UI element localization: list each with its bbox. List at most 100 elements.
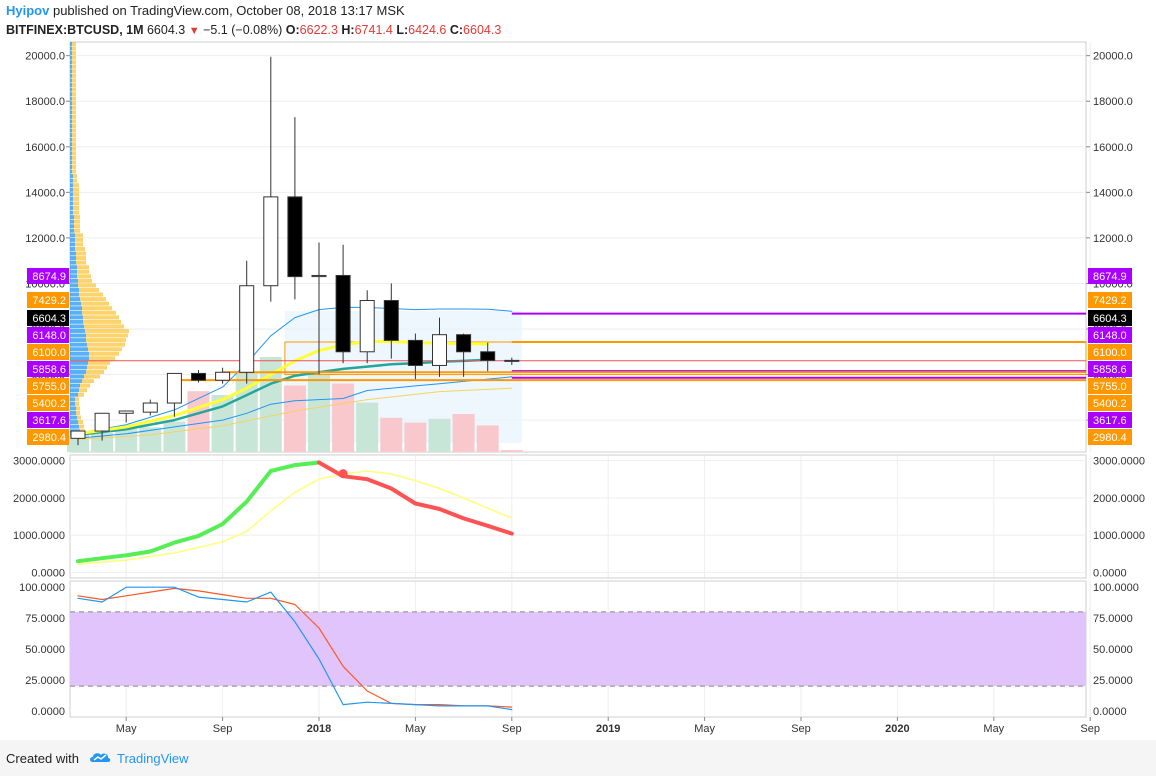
stochastic-pane: 100.0000 100.0000 75.0000 75.0000 50.0000 50.… [19, 580, 1139, 718]
volume-profile-buy-bar [70, 342, 87, 347]
level-label-left: 6604.3 [32, 313, 66, 325]
volume-profile-buy-bar [70, 424, 79, 429]
volume-profile-buy-bar [70, 310, 82, 315]
level-badge-left [27, 429, 69, 445]
volume-profile-buy-bar [70, 411, 76, 415]
volume-profile-sell-bar [72, 73, 76, 78]
ema-blue-upper-line [77, 306, 513, 434]
candle-body [359, 300, 375, 353]
volume-profile-buy-bar [70, 324, 84, 329]
volume-profile-sell-bar [86, 333, 128, 338]
volume-profile-sell-bar [72, 96, 76, 101]
volume-bar [452, 414, 475, 452]
level-badge-right [1088, 310, 1132, 326]
candle-body [191, 372, 206, 381]
level-badge-right [1088, 429, 1132, 445]
y-tick-label-left: 20000.0 [25, 51, 65, 63]
volume-profile-sell-bar [79, 288, 99, 292]
volume-bar [283, 385, 306, 452]
level-badge-right [1088, 361, 1132, 377]
volume-profile-sell-bar [72, 169, 76, 174]
open-value: 6622.3 [299, 23, 338, 37]
volume-profile-sell-bar [78, 420, 83, 425]
volume-profile-buy-bar [70, 278, 78, 283]
chart-canvas[interactable]: 20000.0 20000.0 18000.0 18000.0 16000.0 16000… [0, 0, 1156, 740]
osc-tick-label-right: 3000.0000 [1093, 456, 1145, 468]
osc-tick-label-right: 0.0000 [1093, 567, 1127, 579]
tradingview-brand-link[interactable]: TradingView [117, 751, 189, 766]
volume-profile-sell-bar [86, 370, 104, 374]
candle-body [335, 274, 351, 353]
volume-profile-buy-bar [70, 297, 80, 302]
osc-tick-label-left: 2000.0000 [13, 493, 65, 505]
stoch-tick-label-right: 100.0000 [1093, 582, 1139, 594]
volume-profile-sell-bar [72, 146, 76, 151]
y-tick-label-right: 18000.0 [1093, 96, 1133, 108]
volume-profile-sell-bar [82, 310, 116, 315]
price-pane: 20000.0 20000.0 18000.0 18000.0 16000.0 16000… [25, 41, 1133, 453]
volume-profile-sell-bar [73, 210, 79, 215]
candle-body [166, 372, 182, 404]
volume-profile-sell-bar [72, 51, 76, 56]
time-axis: May Sep 2018 May Sep 2019 May Sep 2020 May Sep [70, 716, 1100, 735]
volume-bar [163, 421, 186, 452]
y-tick-label-right: 20000.0 [1093, 51, 1133, 63]
volume-profile-buy-bar [70, 169, 72, 174]
volume-profile-sell-bar [72, 78, 76, 83]
volume-profile-sell-bar [72, 110, 76, 115]
level-label-left: 7429.2 [32, 295, 66, 307]
volume-profile-sell-bar [72, 142, 76, 147]
created-with-label: Created with [6, 751, 79, 766]
ema-blue-lower-line [77, 376, 513, 439]
candle-body [215, 371, 231, 381]
level-label-right: 3617.6 [1093, 415, 1127, 427]
tradingview-cloud-icon[interactable] [88, 749, 112, 765]
volume-profile-buy-bar [70, 51, 72, 56]
symbol-name[interactable]: BITFINEX:BTCUSD, 1M [6, 23, 144, 37]
volume-profile-sell-bar [77, 274, 91, 279]
volume-profile-sell-bar [78, 278, 92, 283]
volume-profile-buy-bar [70, 274, 77, 279]
volume-profile-buy-bar [70, 83, 72, 87]
level-label-left: 5858.6 [32, 364, 66, 376]
volume-profile-sell-bar [75, 401, 79, 406]
candle-body [407, 339, 423, 366]
level-label-right: 5755.0 [1093, 381, 1127, 393]
close-value: 6604.3 [463, 23, 502, 37]
high-value: 6741.4 [354, 23, 393, 37]
level-label-left: 6100.0 [32, 347, 66, 359]
volume-profile-sell-bar [72, 69, 76, 74]
footer-bar: Created with TradingView [0, 740, 1156, 776]
volume-bar [428, 418, 451, 452]
volume-profile-sell-bar [79, 424, 84, 429]
volume-profile-buy-bar [70, 265, 77, 270]
oscillator-pane: 3000.0000 3000.0000 2000.0000 2000.0000 1000… [13, 454, 1145, 579]
volume-profile-sell-bar [75, 397, 79, 402]
time-tick-label: Sep [502, 723, 522, 735]
volume-profile-sell-bar [72, 114, 76, 119]
volume-profile-sell-bar [78, 392, 84, 397]
volume-profile-buy-bar [70, 114, 72, 119]
level-badge-right [1088, 378, 1132, 394]
volume-bar [115, 429, 138, 452]
volume-profile-sell-bar [77, 265, 89, 270]
volume-profile-sell-bar [72, 133, 76, 138]
volume-profile-buy-bar [70, 415, 77, 420]
stoch-tick-label-right: 0.0000 [1093, 706, 1127, 718]
volume-profile-buy-bar [70, 351, 89, 356]
high-label: H: [341, 23, 355, 37]
volume-profile-buy-bar [70, 73, 72, 78]
author-link[interactable]: Hyipov [6, 3, 50, 18]
publish-header: Hyipov published on TradingView.com, Oct… [6, 3, 405, 19]
volume-profile-sell-bar [88, 347, 122, 352]
volume-profile-sell-bar [72, 155, 76, 160]
volume-profile-sell-bar [74, 224, 80, 229]
y-tick-label-left: 16000.0 [25, 142, 65, 154]
level-badge-left [27, 268, 69, 284]
volume-profile-buy-bar [70, 306, 82, 311]
level-badge-right [1088, 292, 1132, 308]
level-badge-left [27, 395, 69, 411]
volume-profile-sell-bar [72, 55, 76, 60]
y-tick-label-left: 12000.0 [25, 233, 65, 245]
time-tick-label: 2018 [307, 723, 331, 735]
